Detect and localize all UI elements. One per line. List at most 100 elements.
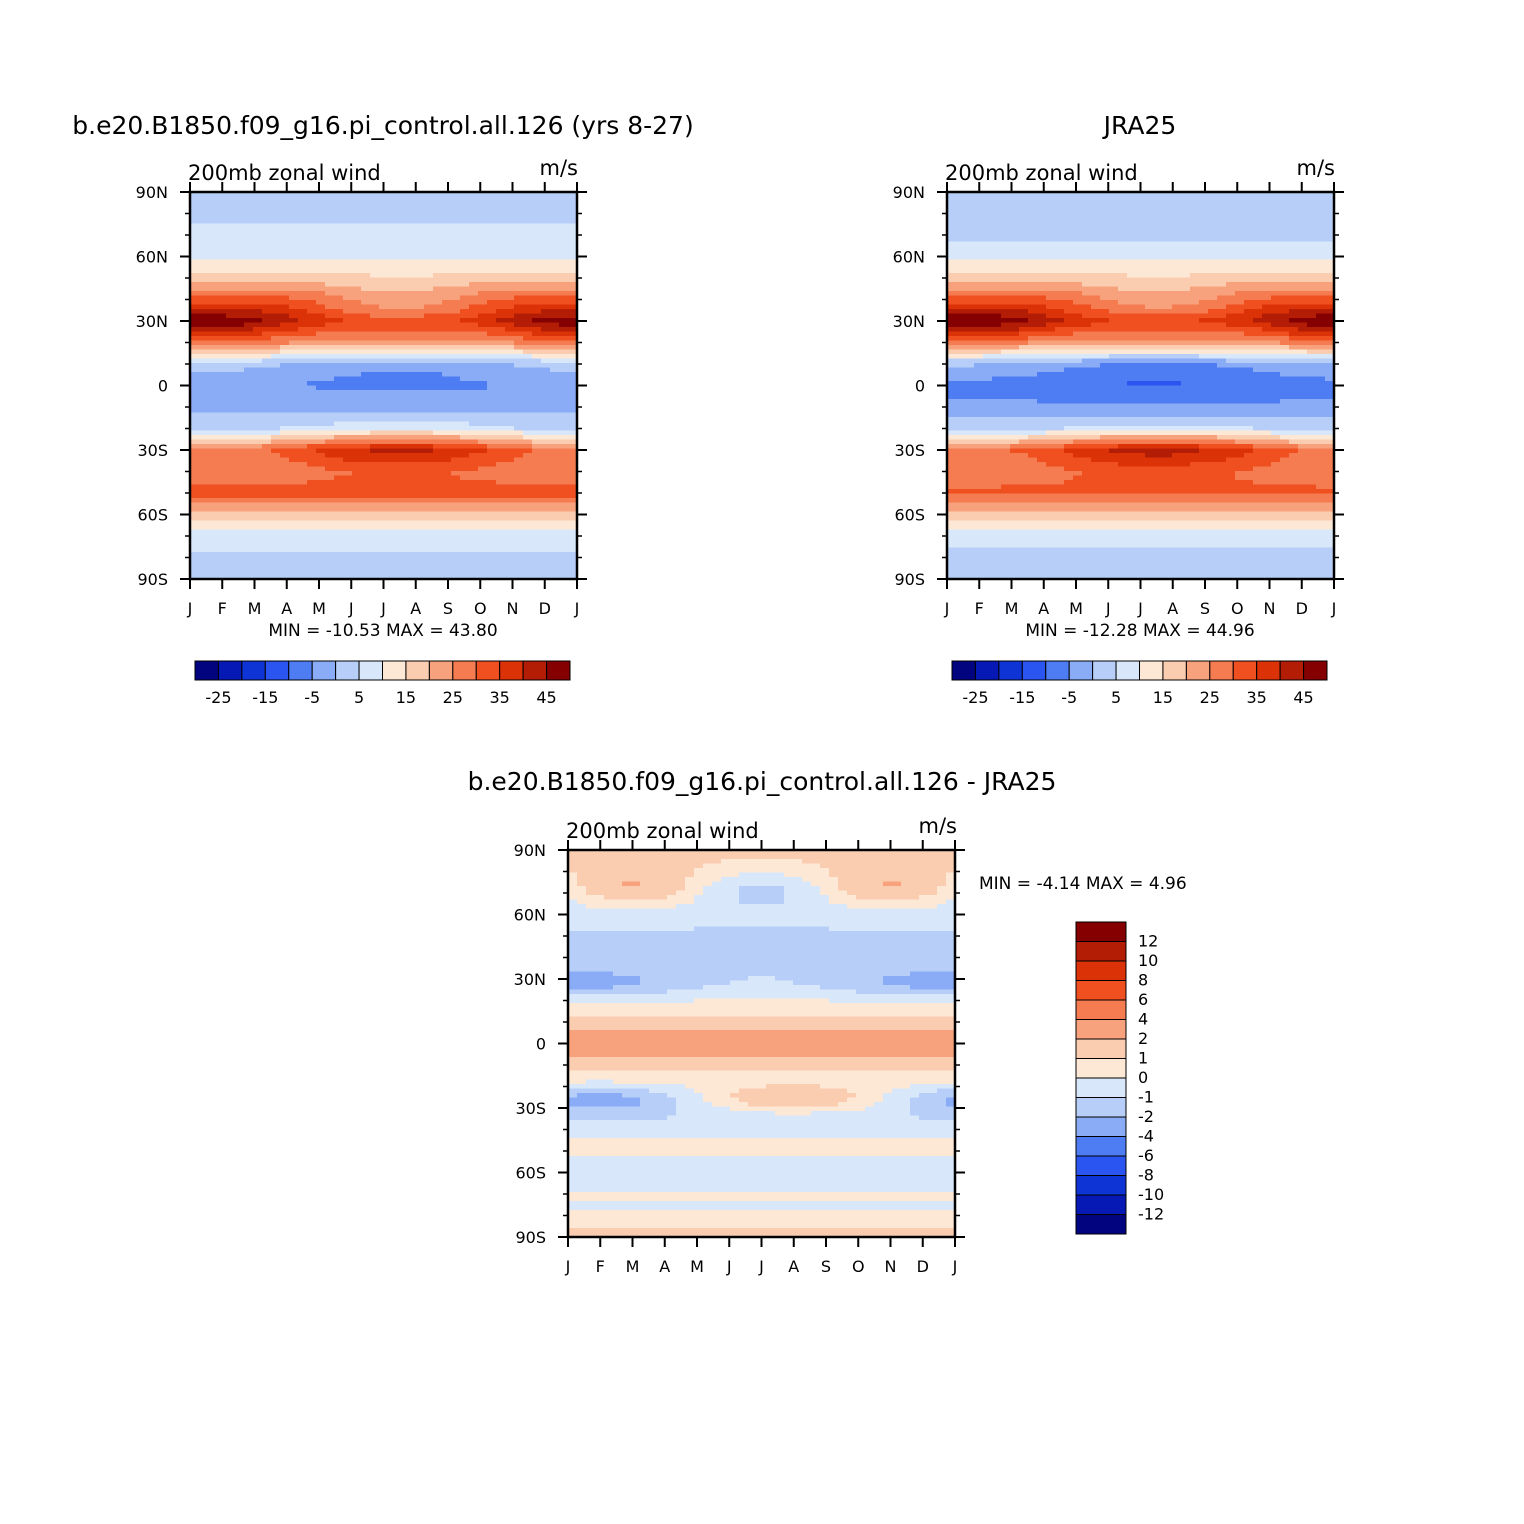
panel-model-colorbar: -25 -15 -5 5 15 25 35 45 [194, 660, 571, 707]
contour-cell [208, 399, 218, 405]
contour-cell [1208, 246, 1218, 252]
panel-model-minmax: MIN = -10.53 MAX = 43.80 [268, 621, 497, 641]
contour-cell [262, 493, 272, 499]
contour-cell [523, 340, 533, 346]
contour-cell [343, 255, 353, 261]
contour-cell [983, 300, 993, 306]
contour-cell [1280, 295, 1290, 301]
contour-cell [388, 516, 398, 522]
contour-cell [460, 516, 470, 522]
contour-cell [541, 399, 551, 405]
contour-cell [1118, 273, 1128, 279]
contour-cell [208, 421, 218, 427]
contour-cell [460, 228, 470, 234]
contour-cell [379, 574, 389, 580]
contour-cell [217, 502, 227, 508]
contour-cell [388, 309, 398, 315]
contour-cell [442, 345, 452, 351]
contour-cell [1235, 255, 1245, 261]
contour-cell [487, 462, 497, 468]
contour-cell [1127, 196, 1137, 202]
contour-cell [478, 354, 488, 360]
contour-cell [974, 313, 984, 319]
contour-cell [568, 466, 578, 472]
contour-cell [379, 322, 389, 328]
contour-cell [388, 408, 398, 414]
contour-cell [1208, 241, 1218, 247]
contour-cell [262, 205, 272, 211]
contour-cell [559, 313, 569, 319]
contour-cell [974, 282, 984, 288]
contour-cell [559, 507, 569, 513]
contour-cell [352, 367, 362, 373]
contour-cell [289, 475, 299, 481]
contour-cell [298, 502, 308, 508]
contour-cell [208, 426, 218, 432]
contour-cell [442, 430, 452, 436]
contour-cell [532, 264, 542, 270]
x-tick-label: O [474, 599, 487, 618]
contour-cell [199, 457, 209, 463]
contour-cell [226, 192, 236, 198]
contour-cell [388, 399, 398, 405]
contour-cell [253, 448, 263, 454]
contour-cell [343, 358, 353, 364]
contour-cell [208, 439, 218, 445]
contour-cell [1244, 291, 1254, 297]
contour-cell [568, 372, 578, 378]
contour-cell [442, 444, 452, 450]
contour-cell [1064, 223, 1074, 229]
contour-cell [199, 489, 209, 495]
contour-cell [289, 412, 299, 418]
contour-cell [496, 214, 506, 220]
contour-cell [244, 313, 254, 319]
contour-cell [460, 574, 470, 580]
contour-cell [325, 313, 335, 319]
contour-cell [397, 417, 407, 423]
contour-cell [478, 543, 488, 549]
contour-cell [226, 561, 236, 567]
contour-cell [487, 232, 497, 238]
colorbar-swatch [405, 660, 430, 681]
contour-cell [1145, 232, 1155, 238]
contour-cell [1145, 241, 1155, 247]
contour-cell [1091, 264, 1101, 270]
contour-cell [523, 493, 533, 499]
contour-cell [974, 264, 984, 270]
contour-cell [352, 277, 362, 283]
contour-cell [244, 232, 254, 238]
contour-cell [469, 457, 479, 463]
contour-cell [1100, 250, 1110, 256]
contour-cell [307, 484, 317, 490]
contour-cell [1298, 241, 1308, 247]
contour-cell [190, 475, 200, 481]
contour-cell [1055, 241, 1065, 247]
contour-cell [271, 219, 281, 225]
contour-cell [316, 277, 326, 283]
contour-cell [406, 493, 416, 499]
contour-cell [532, 457, 542, 463]
contour-cell [965, 214, 975, 220]
contour-cell [352, 421, 362, 427]
contour-cell [442, 228, 452, 234]
contour-cell [271, 300, 281, 306]
contour-cell [298, 457, 308, 463]
contour-cell [550, 223, 560, 229]
contour-cell [226, 295, 236, 301]
contour-cell [298, 291, 308, 297]
contour-cell [1298, 237, 1308, 243]
contour-cell [469, 372, 479, 378]
contour-cell [370, 457, 380, 463]
contour-cell [541, 453, 551, 459]
contour-cell [451, 228, 461, 234]
contour-cell [343, 232, 353, 238]
contour-cell [208, 259, 218, 265]
contour-cell [433, 286, 443, 292]
contour-cell [505, 466, 515, 472]
contour-cell [487, 480, 497, 486]
contour-cell [370, 345, 380, 351]
contour-cell [568, 547, 578, 553]
contour-cell [1325, 192, 1335, 198]
contour-cell [289, 241, 299, 247]
contour-cell [442, 412, 452, 418]
